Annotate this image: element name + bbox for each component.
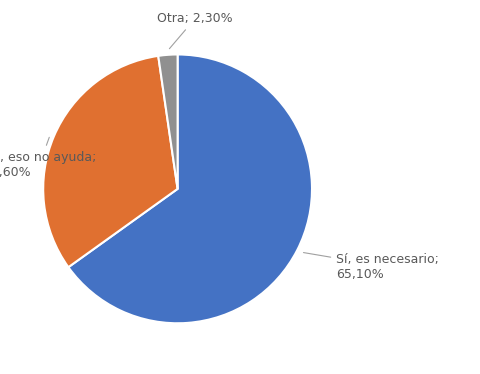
Wedge shape — [158, 55, 178, 189]
Wedge shape — [43, 56, 178, 267]
Wedge shape — [68, 55, 312, 323]
Text: No, eso no ayuda;
32,60%: No, eso no ayuda; 32,60% — [0, 137, 96, 179]
Text: Otra; 2,30%: Otra; 2,30% — [157, 12, 233, 49]
Text: Sí, es necesario;
65,10%: Sí, es necesario; 65,10% — [303, 252, 439, 281]
